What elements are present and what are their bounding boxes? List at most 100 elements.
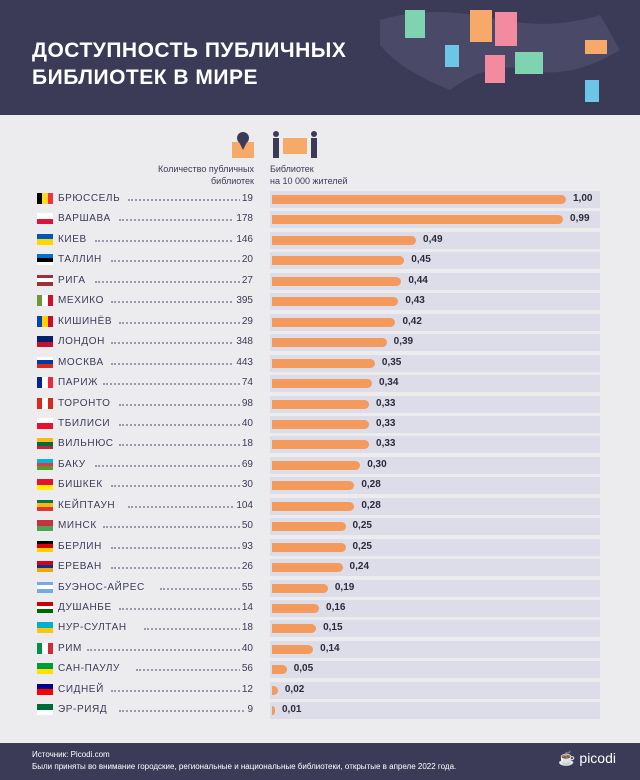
- bar: [272, 399, 370, 409]
- value-label: 0,99: [570, 213, 590, 225]
- library-count: 348: [234, 336, 253, 348]
- city-label: МИНСК: [58, 520, 97, 532]
- city-label: КЕЙПТАУН: [58, 499, 116, 511]
- bar: [272, 215, 564, 225]
- chart-row: БЕРЛИН 93 0,25: [0, 537, 640, 557]
- flag-icon: [37, 479, 53, 491]
- bar: [272, 542, 346, 552]
- city-label: ВАРШАВА: [58, 213, 111, 225]
- value-label: 0,25: [352, 540, 372, 552]
- city-label: БЕРЛИН: [58, 540, 102, 552]
- library-count: 12: [239, 683, 253, 695]
- chart-row: ЭР-РИЯД 9 0,01: [0, 700, 640, 720]
- bar: [272, 297, 399, 307]
- flag-icon: [37, 642, 53, 654]
- city-label: ТАЛЛИН: [58, 254, 102, 266]
- note-text: Были приняты во внимание городские, реги…: [32, 762, 457, 771]
- city-label: КИЕВ: [58, 233, 87, 245]
- library-count: 18: [239, 622, 253, 634]
- value-label: 1,00: [573, 193, 593, 204]
- chart-row: ВИЛЬНЮС 18 0,33: [0, 434, 640, 454]
- city-label: СИДНЕЙ: [58, 683, 104, 695]
- chart-row: МОСКВА 443 0,35: [0, 353, 640, 373]
- bar-track: [270, 661, 600, 679]
- value-label: 0,34: [378, 377, 399, 389]
- library-count: 74: [239, 377, 253, 389]
- value-label: 0,33: [376, 397, 396, 409]
- chart-row: ЛОНДОН 348 0,39: [0, 332, 640, 352]
- city-label: ТОРОНТО: [58, 397, 111, 409]
- leader-dots: [103, 383, 248, 386]
- picodi-logo: ☕ picodi: [558, 750, 616, 766]
- chart-row: ДУШАНБЕ 14 0,16: [0, 598, 640, 618]
- library-count: 29: [239, 315, 253, 327]
- leader-dots: [119, 321, 248, 324]
- leader-dots: [111, 301, 248, 304]
- value-label: 0,35: [381, 356, 402, 368]
- flag-icon: [37, 663, 53, 675]
- ratio-header-line-2: на 10 000 жителей: [270, 176, 348, 186]
- library-count: 26: [239, 561, 253, 573]
- value-label: 0,25: [352, 520, 372, 532]
- leader-dots: [111, 260, 248, 263]
- value-label: 0,44: [408, 274, 428, 286]
- library-count: 20: [239, 254, 253, 266]
- flag-icon: [37, 540, 53, 552]
- leader-dots: [94, 464, 248, 467]
- flag-icon: [37, 233, 53, 245]
- leader-dots: [103, 526, 248, 529]
- leader-dots: [119, 403, 248, 406]
- leader-dots: [111, 362, 248, 365]
- library-count: 178: [234, 213, 253, 225]
- city-label: ВИЛЬНЮС: [58, 438, 114, 450]
- chart-row: РИМ 40 0,14: [0, 639, 640, 659]
- leader-dots: [144, 628, 248, 631]
- chart-row: ВАРШАВА 178 0,99: [0, 209, 640, 229]
- flag-icon: [37, 622, 53, 634]
- flag-icon: [37, 458, 53, 470]
- flag-icon: [37, 397, 53, 409]
- bar-track: [270, 538, 600, 556]
- chart-row: ЕРЕВАН 26 0,24: [0, 557, 640, 577]
- flag-icon: [37, 274, 53, 286]
- flag-icon: [37, 602, 53, 614]
- flag-icon: [37, 254, 53, 266]
- value-label: 0,19: [334, 581, 355, 593]
- value-label: 0,33: [376, 438, 396, 450]
- library-count: 56: [239, 663, 253, 675]
- value-label: 0,05: [293, 663, 314, 675]
- value-label: 0,30: [367, 458, 387, 470]
- leader-dots: [111, 485, 248, 488]
- leader-dots: [111, 546, 248, 549]
- city-label: НУР-СУЛТАН: [58, 622, 127, 634]
- logo-text: picodi: [579, 750, 616, 766]
- ratio-header-line-1: Библиотек: [270, 164, 314, 174]
- city-label: МЕХИКО: [58, 295, 104, 307]
- library-count: 14: [239, 602, 253, 613]
- bar: [272, 317, 396, 327]
- city-label: ЕРЕВАН: [58, 561, 102, 573]
- library-count: 40: [239, 417, 253, 429]
- value-label: 0,39: [393, 336, 414, 348]
- value-label: 0,45: [411, 254, 431, 266]
- chart-row: РИГА 27 0,44: [0, 271, 640, 291]
- value-label: 0,28: [361, 499, 381, 511]
- header-banner: ДОСТУПНОСТЬ ПУБЛИЧНЫХ БИБЛИОТЕК В МИРЕ: [0, 0, 640, 115]
- city-label: ЛОНДОН: [58, 336, 105, 348]
- city-label: РИГА: [58, 274, 86, 286]
- city-label: БУЭНОС-АЙРЕС: [58, 581, 145, 593]
- library-count: 50: [239, 520, 253, 532]
- bar: [272, 358, 375, 368]
- chart-row: НУР-СУЛТАН 18 0,15: [0, 618, 640, 638]
- bar: [272, 624, 317, 634]
- page-title: ДОСТУПНОСТЬ ПУБЛИЧНЫХ БИБЛИОТЕК В МИРЕ: [32, 37, 346, 91]
- title-line-2: БИБЛИОТЕК В МИРЕ: [32, 66, 259, 89]
- bar-track: [270, 640, 600, 658]
- leader-dots: [111, 567, 248, 570]
- chart-row: САН-ПАУЛУ 56 0,05: [0, 659, 640, 679]
- leader-dots: [119, 608, 248, 610]
- library-count: 40: [239, 642, 253, 654]
- city-label: РИМ: [58, 642, 82, 654]
- ratio-column-header: Библиотек на 10 000 жителей: [270, 163, 348, 187]
- value-label: 0,42: [402, 315, 422, 327]
